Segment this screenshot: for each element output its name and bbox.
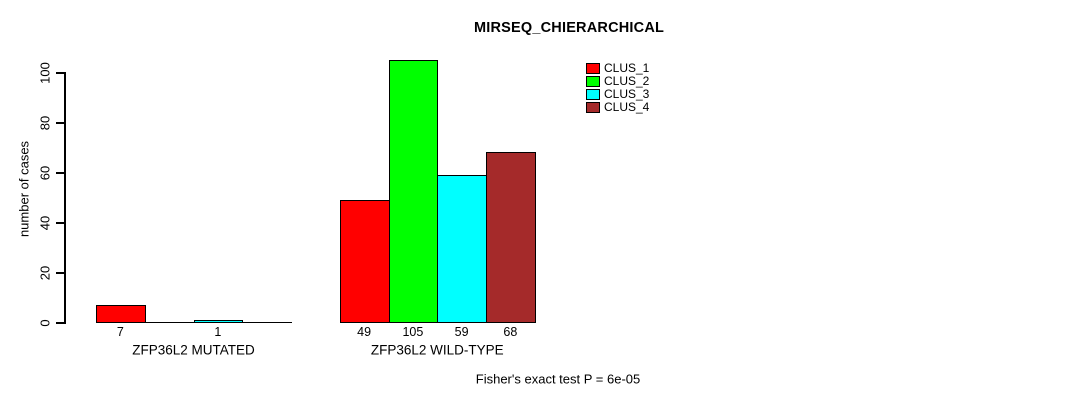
bar-value-label: 105 [402,325,424,339]
y-tick-mark [56,172,64,174]
footnote: Fisher's exact test P = 6e-05 [475,371,641,387]
y-axis-label: number of cases [16,140,32,238]
y-tick-label: 100 [37,62,53,84]
bar [437,174,487,323]
legend-item-label: CLUS_1 [604,61,650,75]
y-tick-mark [56,122,64,124]
legend-item-label: CLUS_3 [604,87,650,101]
y-tick-mark [56,322,64,324]
bar-value-label: 49 [357,325,372,339]
chart-title: MIRSEQ_CHIERARCHICAL [473,20,665,36]
y-tick-mark [56,72,64,74]
legend-swatch [586,62,600,74]
bar-value-label: 59 [454,325,469,339]
bar-value-label: 7 [116,325,124,339]
y-tick-label: 0 [37,319,53,327]
y-tick-label: 60 [37,165,53,181]
bar [96,304,146,323]
legend-item-label: CLUS_2 [604,74,650,88]
bar-value-label: 1 [214,325,222,339]
y-tick-mark [56,222,64,224]
legend-swatch [586,88,600,100]
legend-swatch [586,101,600,113]
bar [388,59,439,323]
legend-item-label: CLUS_4 [604,100,650,114]
bar [339,199,390,323]
y-tick-label: 80 [37,115,53,131]
y-axis-line [64,72,66,324]
bar [486,152,536,323]
group-label: ZFP36L2 WILD-TYPE [370,342,504,358]
zero-bar [144,322,195,324]
y-tick-label: 40 [37,215,53,231]
bar [193,319,244,323]
group-label: ZFP36L2 MUTATED [132,342,255,358]
bar-value-label: 68 [503,325,518,339]
zero-bar [242,322,292,324]
legend-swatch [586,75,600,87]
y-tick-mark [56,272,64,274]
y-tick-label: 20 [37,265,53,281]
